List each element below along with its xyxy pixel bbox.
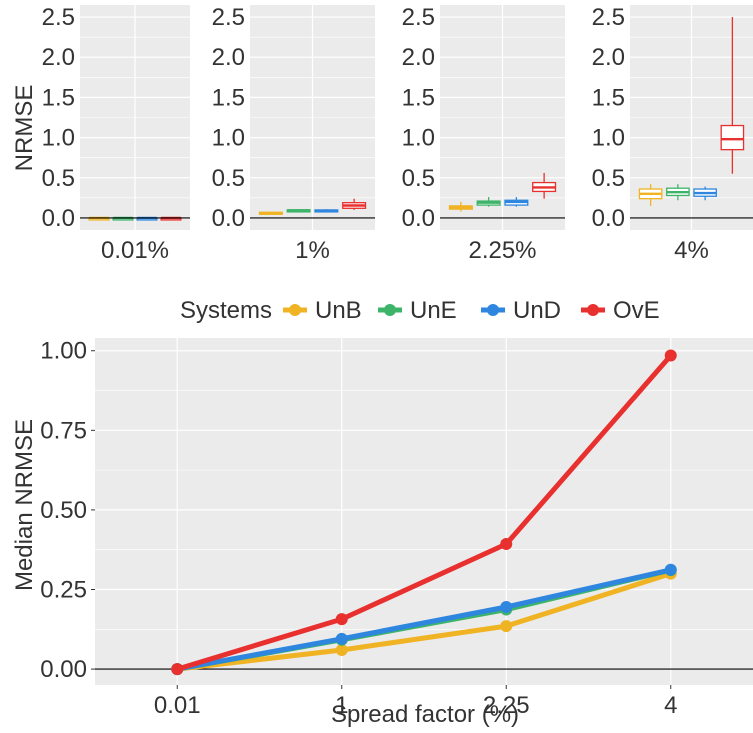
- data-point: [500, 537, 513, 550]
- x-tick-label: 1: [335, 692, 348, 719]
- legend-label: UnE: [410, 297, 457, 324]
- box-UnB: [258, 211, 283, 215]
- box-UnB: [448, 201, 473, 212]
- box-UnB: [638, 184, 663, 206]
- y-tick-label: 2.0: [592, 44, 625, 71]
- y-tick-label: 0.0: [402, 205, 435, 232]
- y-tick-label: 2.5: [212, 4, 245, 31]
- line-chart: 0.00 0.25 0.50 0.75 1.00 0.01 1 2.25 4: [40, 338, 753, 719]
- y-tick-label: 1.5: [212, 84, 245, 111]
- line-chart-x-axis-label: Spread factor (%): [331, 701, 519, 728]
- facet-0: 0.0 0.5 1.0 1.5 2.0 2.5 0.01%: [42, 4, 190, 264]
- y-tick-label: 1.0: [42, 125, 75, 152]
- y-tick-label: 0.5: [402, 165, 435, 192]
- box-OvE: [720, 17, 745, 174]
- box-UnE: [286, 209, 311, 213]
- y-tick-label: 2.0: [402, 44, 435, 71]
- data-point: [335, 643, 348, 656]
- y-tick-label: 1.00: [40, 338, 87, 365]
- legend-key-point: [487, 304, 499, 316]
- box-OvE: [342, 198, 367, 210]
- y-tick-label: 0.5: [592, 165, 625, 192]
- legend: Systems UnB UnE UnD OvE: [180, 297, 660, 324]
- series-line: [174, 353, 674, 672]
- legend-item-OvE: OvE: [581, 297, 660, 324]
- legend-item-UnD: UnD: [481, 297, 561, 324]
- boxplot-y-axis-label: NRMSE: [11, 85, 38, 172]
- y-tick-label: 0.5: [212, 165, 245, 192]
- box-UnD: [693, 186, 717, 201]
- legend-key-point: [587, 304, 599, 316]
- series-line: [174, 571, 674, 672]
- facet-3: 0.0 0.5 1.0 1.5 2.0 2.5 4%: [592, 4, 753, 264]
- data-point: [500, 620, 513, 633]
- y-tick-label: 1.0: [592, 125, 625, 152]
- facet-label: 2.25%: [468, 237, 536, 264]
- legend-label: OvE: [613, 297, 660, 324]
- box-UnD: [314, 209, 339, 213]
- y-tick-label: 0.0: [42, 205, 75, 232]
- data-point: [171, 663, 184, 676]
- box-UnE: [476, 197, 501, 207]
- x-tick-label: 2.25: [483, 692, 530, 719]
- legend-key-point: [384, 304, 396, 316]
- y-tick-label: 1.0: [402, 125, 435, 152]
- y-tick-label: 1.0: [212, 125, 245, 152]
- y-tick-label: 2.5: [42, 4, 75, 31]
- facet-label: 4%: [674, 237, 709, 264]
- y-tick-label: 2.5: [592, 4, 625, 31]
- legend-label: UnB: [315, 297, 362, 324]
- facet-label: 0.01%: [101, 237, 169, 264]
- series-OvE: [171, 349, 677, 676]
- data-point: [335, 613, 348, 626]
- y-tick-label: 1.5: [42, 84, 75, 111]
- facet-label: 1%: [295, 237, 330, 264]
- y-tick-label: 0.50: [40, 497, 87, 524]
- legend-key-point: [289, 304, 301, 316]
- y-tick-label: 0.00: [40, 656, 87, 683]
- data-point: [664, 349, 677, 362]
- y-tick-label: 2.0: [212, 44, 245, 71]
- y-tick-label: 0.5: [42, 165, 75, 192]
- y-tick-label: 0.0: [592, 205, 625, 232]
- box-body: [720, 124, 745, 151]
- line-chart-y-axis-label: Median NRMSE: [11, 419, 38, 591]
- legend-title: Systems: [180, 297, 272, 324]
- y-tick-label: 2.5: [402, 4, 435, 31]
- data-point: [335, 632, 348, 645]
- y-tick-label: 1.5: [402, 84, 435, 111]
- box-OvE: [532, 172, 557, 199]
- series-line: [174, 567, 674, 672]
- y-tick-label: 0.0: [212, 205, 245, 232]
- box-UnD: [504, 197, 529, 207]
- legend-label: UnD: [513, 297, 561, 324]
- data-point: [664, 563, 677, 576]
- y-tick-label: 0.25: [40, 576, 87, 603]
- x-tick-label: 0.01: [154, 692, 201, 719]
- legend-item-UnE: UnE: [378, 297, 457, 324]
- data-point: [500, 601, 513, 614]
- legend-items: UnB UnE UnD OvE: [283, 297, 660, 324]
- x-tick-label: 4: [664, 692, 677, 719]
- box-UnE: [666, 184, 690, 201]
- legend-item-UnB: UnB: [283, 297, 362, 324]
- y-tick-label: 1.5: [592, 84, 625, 111]
- plot-panel: [95, 338, 753, 685]
- facet-1: 0.0 0.5 1.0 1.5 2.0 2.5 1%: [212, 4, 375, 264]
- facet-2: 0.0 0.5 1.0 1.5 2.0 2.5 2.25%: [402, 4, 565, 264]
- y-tick-label: 2.0: [42, 44, 75, 71]
- y-tick-label: 0.75: [40, 417, 87, 444]
- boxplot-facets: 0.00.51.01.52.02.50.01%0.00.51.01.52.02.…: [42, 4, 753, 264]
